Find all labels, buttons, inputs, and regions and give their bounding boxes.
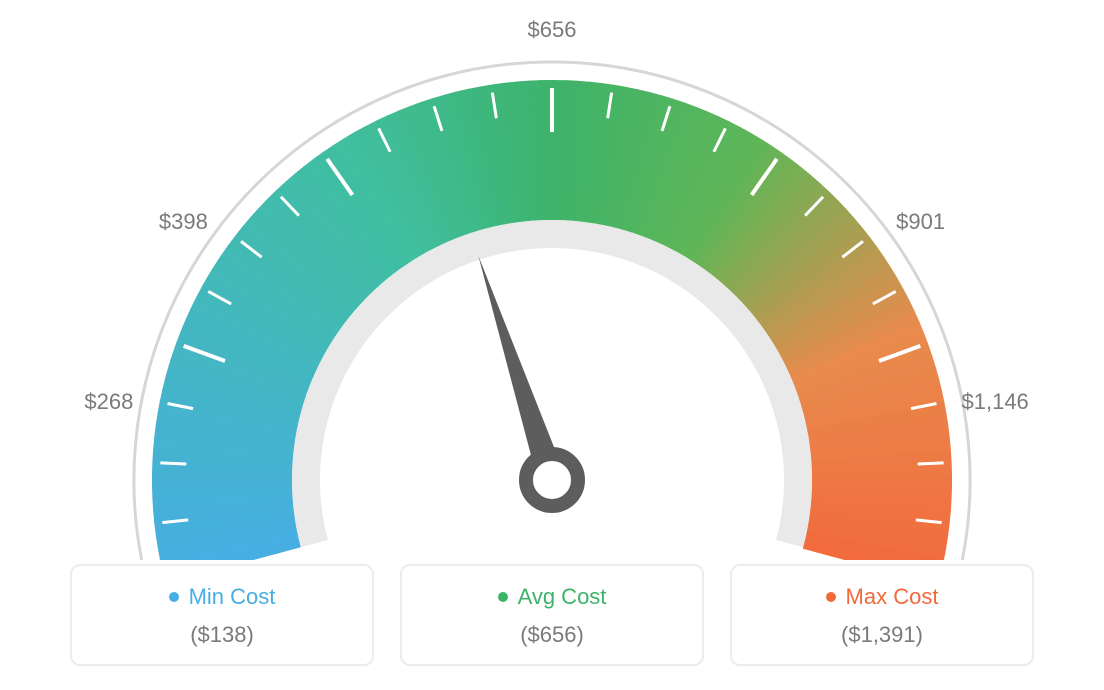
legend-row: Min Cost ($138) Avg Cost ($656) Max Cost… bbox=[70, 564, 1034, 666]
svg-text:$901: $901 bbox=[896, 209, 945, 234]
legend-text-max: Max Cost bbox=[846, 584, 939, 610]
legend-card-min: Min Cost ($138) bbox=[70, 564, 374, 666]
legend-label-avg: Avg Cost bbox=[498, 584, 607, 610]
legend-value-max: ($1,391) bbox=[744, 622, 1020, 648]
legend-value-avg: ($656) bbox=[414, 622, 690, 648]
legend-label-max: Max Cost bbox=[826, 584, 939, 610]
legend-value-min: ($138) bbox=[84, 622, 360, 648]
svg-text:$656: $656 bbox=[528, 17, 577, 42]
cost-gauge-chart: $138$268$398$656$901$1,146$1,391 bbox=[42, 0, 1062, 580]
legend-text-min: Min Cost bbox=[189, 584, 276, 610]
gauge-svg: $138$268$398$656$901$1,146$1,391 bbox=[42, 0, 1062, 560]
legend-card-avg: Avg Cost ($656) bbox=[400, 564, 704, 666]
svg-text:$1,146: $1,146 bbox=[962, 389, 1029, 414]
legend-label-min: Min Cost bbox=[169, 584, 276, 610]
svg-text:$398: $398 bbox=[159, 209, 208, 234]
svg-text:$268: $268 bbox=[84, 389, 133, 414]
legend-text-avg: Avg Cost bbox=[518, 584, 607, 610]
legend-dot-avg bbox=[498, 592, 508, 602]
legend-dot-max bbox=[826, 592, 836, 602]
legend-card-max: Max Cost ($1,391) bbox=[730, 564, 1034, 666]
legend-dot-min bbox=[169, 592, 179, 602]
